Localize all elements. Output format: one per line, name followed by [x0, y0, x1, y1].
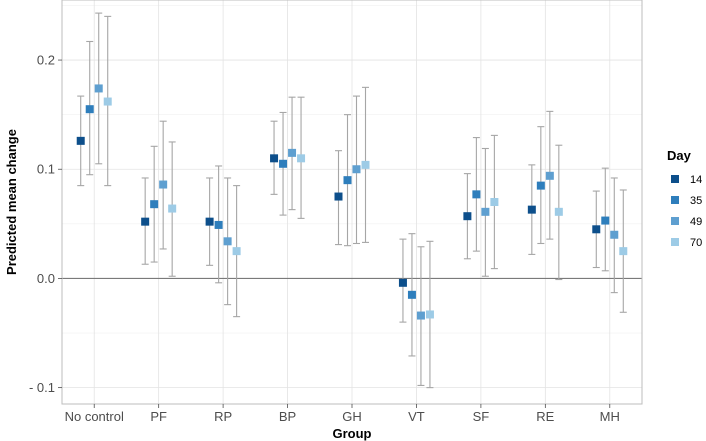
x-axis-ticks: No control PF RP BP GH VT SF RE MH — [65, 404, 620, 424]
y-axis-ticks: - 0.1 0.0 0.1 0.2 — [29, 53, 62, 395]
data-point — [343, 176, 352, 185]
data-point — [352, 165, 361, 174]
x-tick-label: VT — [408, 409, 425, 424]
data-point — [205, 217, 214, 226]
data-point — [398, 278, 407, 287]
legend-key — [671, 196, 679, 204]
data-point — [103, 97, 112, 106]
legend-key — [671, 217, 679, 225]
data-point — [536, 181, 545, 190]
y-tick-label: - 0.1 — [29, 380, 55, 395]
y-tick-label: 0.1 — [37, 162, 55, 177]
x-tick-label: PF — [150, 409, 167, 424]
y-tick-label: 0.0 — [37, 271, 55, 286]
data-point — [527, 205, 536, 214]
data-point — [76, 136, 85, 145]
data-point — [545, 171, 554, 180]
data-point — [214, 220, 223, 229]
data-point — [481, 207, 490, 216]
data-point — [85, 105, 94, 114]
data-point — [619, 247, 628, 256]
data-point — [592, 225, 601, 234]
data-point — [288, 148, 297, 157]
data-point — [168, 204, 177, 213]
x-tick-label: GH — [342, 409, 362, 424]
x-tick-label: No control — [65, 409, 124, 424]
data-point — [279, 159, 288, 168]
data-point — [407, 290, 416, 299]
data-point — [610, 230, 619, 239]
y-tick-label: 0.2 — [37, 53, 55, 68]
x-axis-title: Group — [333, 426, 372, 441]
data-point — [601, 216, 610, 225]
data-point — [223, 237, 232, 246]
x-tick-label: SF — [473, 409, 490, 424]
data-point — [297, 154, 306, 163]
data-point — [150, 200, 159, 209]
data-point — [159, 180, 168, 189]
legend-key — [671, 175, 679, 183]
legend: Day 14 35 49 70 — [667, 148, 702, 249]
data-point — [425, 310, 434, 319]
legend-title: Day — [667, 148, 692, 163]
data-point — [270, 154, 279, 163]
data-point — [463, 212, 472, 221]
legend-label: 35 — [690, 195, 702, 207]
y-axis-title: Predicted mean change — [4, 129, 19, 275]
data-point — [141, 217, 150, 226]
data-point — [554, 207, 563, 216]
data-point — [361, 160, 370, 169]
data-point — [94, 84, 103, 93]
x-tick-label: RE — [536, 409, 554, 424]
data-point — [490, 198, 499, 206]
data-point — [416, 311, 425, 320]
data-point — [472, 190, 481, 199]
x-tick-label: MH — [600, 409, 620, 424]
x-tick-label: RP — [214, 409, 232, 424]
legend-label: 49 — [690, 216, 702, 228]
data-points — [76, 84, 628, 320]
grid — [62, 0, 642, 404]
legend-label: 70 — [690, 237, 702, 249]
x-tick-label: BP — [279, 409, 296, 424]
data-point — [334, 192, 343, 201]
legend-label: 14 — [690, 174, 702, 186]
legend-key — [671, 238, 679, 246]
data-point — [232, 247, 241, 256]
